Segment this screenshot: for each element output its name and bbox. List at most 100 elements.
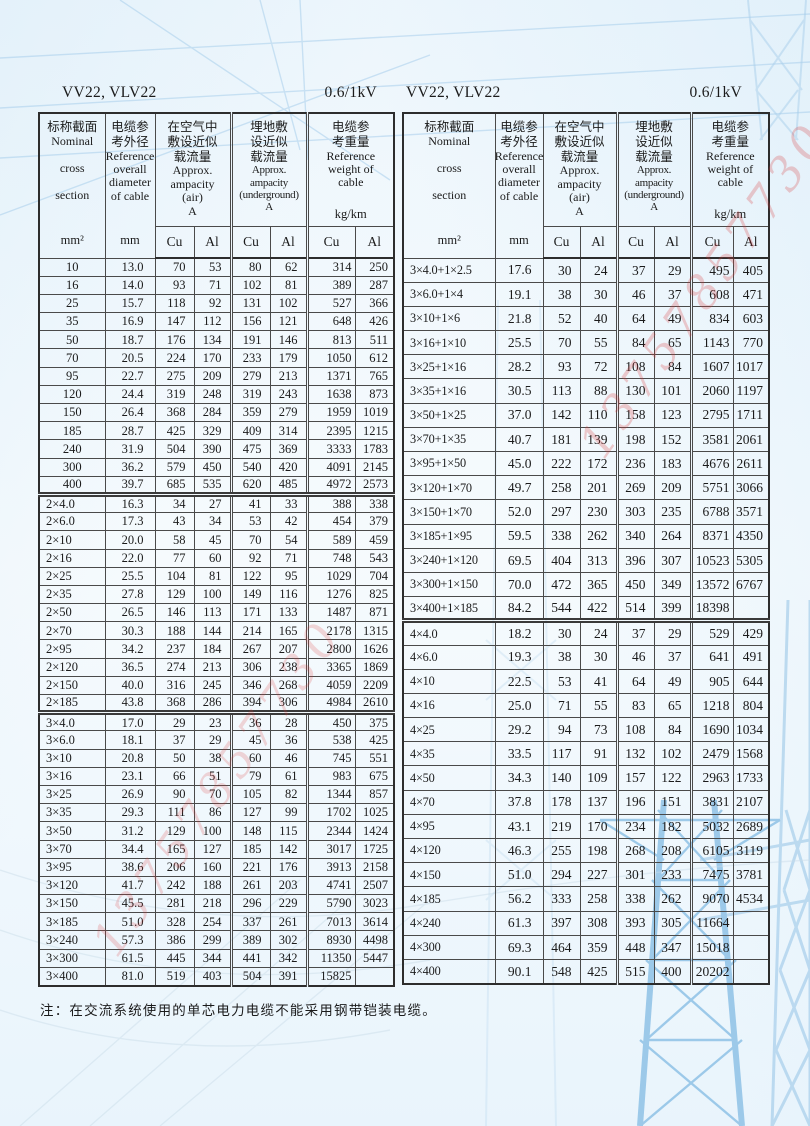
cell-cu-underground: 83 — [615, 692, 655, 719]
cell-al-underground: 101 — [653, 378, 692, 404]
cell-cu-air: 93 — [542, 354, 581, 380]
cell-cu-air: 30 — [542, 257, 581, 283]
voltage-rating-label: 0.6/1kV — [324, 84, 377, 101]
cell-cu-underground: 393 — [615, 910, 655, 936]
cell-al-underground: 400 — [653, 958, 692, 985]
cell-al-air: 230 — [579, 499, 618, 525]
table-row: 240 31.9 504 390 475 369 3333 1783 — [38, 439, 395, 459]
table-row: 95 22.7 275 209 279 213 1371 765 — [38, 366, 395, 386]
cell-cu-underground: 191 — [229, 330, 271, 350]
cell-al-weight: 825 — [354, 584, 395, 605]
cell-nominal: 3×300 — [38, 948, 106, 968]
table-row: 3×25 26.9 90 70 105 82 1344 857 — [38, 784, 395, 805]
cell-cu-underground: 359 — [229, 402, 271, 423]
cell-cu-weight: 538 — [305, 730, 356, 750]
cell-nominal: 3×70+1×35 — [402, 426, 496, 453]
cell-al-underground: 49 — [653, 668, 692, 694]
cell-al-weight: 3119 — [732, 837, 770, 864]
cell-al-air: 34 — [193, 512, 232, 532]
cell-nominal: 25 — [38, 293, 106, 314]
cell-cu-weight: 3333 — [305, 439, 356, 459]
cell-al-weight: 2689 — [732, 813, 770, 840]
cell-al-weight: 1626 — [354, 639, 395, 659]
cell-cu-weight: 18398 — [689, 596, 734, 622]
cell-nominal: 2×70 — [38, 621, 106, 641]
table-row: 2×95 34.2 237 184 267 207 2800 1626 — [38, 639, 395, 659]
cell-nominal: 2×4.0 — [38, 491, 106, 514]
unit-mm: mm — [120, 233, 140, 247]
cell-cu-underground: 236 — [615, 450, 655, 477]
cell-al-underground: 84 — [653, 354, 692, 380]
cell-diameter: 34.4 — [104, 839, 156, 859]
cell-nominal: 3×120 — [38, 875, 106, 896]
table-row: 3×4.0 17.0 29 23 36 28 450 375 — [38, 710, 395, 732]
table-row: 150 26.4 368 284 359 279 1959 1019 — [38, 402, 395, 423]
cell-diameter: 29.2 — [494, 717, 544, 743]
table-row: 35 16.9 147 112 156 121 648 426 — [38, 312, 395, 332]
table-row: 3×185+1×95 59.5 338 262 340 264 8371 4350 — [402, 523, 770, 549]
cell-nominal: 95 — [38, 366, 106, 386]
cell-al-air: 112 — [193, 312, 232, 332]
cell-nominal: 3×6.0 — [38, 730, 106, 750]
table-row: 10 13.0 70 53 80 62 314 250 — [38, 257, 395, 277]
cell-al-underground: 36 — [269, 730, 308, 750]
cell-nominal: 3×25+1×16 — [402, 354, 496, 380]
cell-al-underground: 37 — [653, 281, 692, 307]
cell-al-underground: 182 — [653, 813, 692, 840]
cell-al-air: 72 — [579, 354, 618, 380]
table-row: 3×185 51.0 328 254 337 261 7013 3614 — [38, 912, 395, 932]
cell-al-underground: 305 — [653, 910, 692, 936]
cell-al-underground: 261 — [269, 912, 308, 932]
cell-cu-underground: 620 — [229, 475, 271, 495]
header-al: Al — [269, 226, 308, 259]
cell-nominal: 3×10 — [38, 748, 106, 768]
cell-cu-air: 37 — [154, 730, 195, 750]
cell-cu-weight: 748 — [305, 548, 356, 568]
cell-cu-underground: 261 — [229, 875, 271, 896]
table-body: 10 13.0 70 53 80 62 314 250 16 14.0 93 71 102 81 389 28… — [38, 257, 395, 987]
cell-cu-air: 38 — [542, 644, 581, 670]
cell-al-underground: 42 — [269, 512, 308, 532]
cell-cu-underground: 504 — [229, 966, 271, 987]
cell-al-air: 71 — [193, 275, 232, 295]
header-nominal-cross-section: 标称截面 Nominal cross section mm² — [402, 112, 496, 259]
cell-al-underground: 229 — [269, 894, 308, 914]
cell-nominal: 3×16 — [38, 766, 106, 786]
cell-nominal: 10 — [38, 257, 106, 277]
cell-al-underground: 306 — [269, 693, 308, 714]
cell-al-weight — [354, 966, 395, 987]
cell-cu-air: 328 — [154, 912, 195, 932]
cell-cu-weight: 4059 — [305, 675, 356, 696]
cell-al-weight: 543 — [354, 548, 395, 568]
cell-cu-weight: 7013 — [305, 912, 356, 932]
cell-nominal: 3×185+1×95 — [402, 523, 496, 549]
cell-al-weight: 1017 — [732, 354, 770, 380]
cell-al-air: 284 — [193, 402, 232, 423]
cell-al-weight: 3614 — [354, 912, 395, 932]
header-cu: Cu — [154, 226, 195, 259]
cell-al-weight: 2611 — [732, 450, 770, 477]
header-al: Al — [579, 226, 618, 259]
table-caption-right: VV22, VLV22 0.6/1kV — [402, 84, 768, 104]
header-al: Al — [193, 226, 232, 259]
cell-al-air: 45 — [193, 530, 232, 550]
cell-al-underground: 29 — [653, 618, 692, 646]
cell-diameter: 25.0 — [494, 692, 544, 719]
table-row: 2×70 30.3 188 144 214 165 2178 1315 — [38, 621, 395, 641]
cell-cu-weight: 529 — [689, 618, 734, 646]
table-row: 3×70+1×35 40.7 181 139 198 152 3581 2061 — [402, 426, 770, 453]
cell-al-underground: 121 — [269, 312, 308, 332]
table-row: 3×50+1×25 37.0 142 110 158 123 2795 1711 — [402, 402, 770, 428]
cell-diameter: 22.5 — [494, 668, 544, 694]
cell-cu-air: 165 — [154, 839, 195, 859]
cell-cu-air: 111 — [154, 803, 195, 823]
header-cu: Cu — [689, 226, 734, 259]
cell-nominal: 3×150 — [38, 894, 106, 914]
cell-cu-underground: 127 — [229, 803, 271, 823]
cell-cu-air: 129 — [154, 584, 195, 605]
cell-al-air: 144 — [193, 621, 232, 641]
cell-cu-weight: 2479 — [689, 741, 734, 767]
cell-cu-air: 188 — [154, 621, 195, 641]
header-overall-diameter: 电缆参 考外径 Reference overall diameter of ca… — [494, 112, 544, 259]
cell-cu-air: 113 — [542, 378, 581, 404]
